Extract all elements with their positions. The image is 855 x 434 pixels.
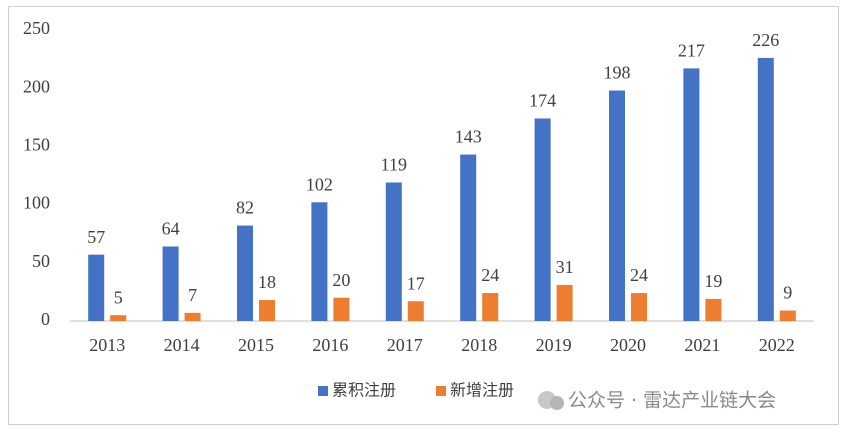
data-label: 143: [455, 127, 482, 147]
data-label: 174: [529, 91, 556, 111]
bar: [631, 293, 647, 321]
x-tick-label: 2014: [164, 335, 200, 355]
bar: [88, 254, 105, 321]
x-tick-label: 2022: [759, 335, 795, 355]
bar: [385, 182, 402, 321]
data-label: 20: [332, 270, 350, 290]
bar: [683, 68, 700, 321]
data-label: 19: [704, 271, 722, 291]
data-label: 24: [630, 265, 648, 285]
x-tick-label: 2020: [610, 335, 646, 355]
watermark-icon: [550, 396, 564, 410]
bar: [705, 298, 722, 321]
y-tick-label: 250: [23, 18, 50, 38]
chart-border: [8, 6, 839, 425]
bar: [259, 300, 275, 321]
bar: [482, 293, 499, 321]
x-tick-label: 2015: [238, 335, 274, 355]
legend-swatch: [318, 386, 328, 396]
bar: [110, 315, 127, 321]
bar: [311, 202, 328, 321]
bar: [162, 246, 179, 321]
x-tick-label: 2018: [461, 335, 497, 355]
data-label: 217: [678, 41, 705, 61]
data-label: 226: [752, 30, 779, 50]
legend-label: 累积注册: [332, 381, 396, 400]
bar: [460, 154, 477, 321]
data-label: 198: [604, 63, 631, 83]
watermark: 公众号 · 雷达产业链大会: [568, 390, 776, 412]
x-tick-label: 2016: [312, 335, 348, 355]
x-tick-label: 2021: [684, 335, 720, 355]
y-tick-label: 200: [23, 76, 50, 96]
data-label: 18: [258, 272, 276, 292]
data-label: 119: [381, 155, 407, 175]
bar: [609, 90, 625, 321]
data-label: 82: [236, 198, 254, 218]
bar: [333, 297, 350, 321]
data-label: 31: [556, 257, 574, 277]
y-tick-label: 150: [23, 135, 50, 155]
bar: [237, 225, 253, 321]
bar: [556, 284, 573, 321]
x-tick-label: 2013: [89, 335, 125, 355]
bar: [779, 310, 796, 321]
bar: [757, 57, 774, 321]
data-label: 102: [306, 174, 333, 194]
y-tick-label: 0: [41, 309, 50, 329]
data-label: 7: [188, 285, 197, 305]
bar: [184, 312, 201, 321]
y-tick-label: 50: [32, 251, 50, 271]
x-tick-label: 2019: [536, 335, 572, 355]
bar: [407, 301, 424, 321]
data-label: 5: [114, 287, 123, 307]
bar: [534, 118, 551, 322]
x-tick-label: 2017: [387, 335, 423, 355]
data-label: 24: [481, 265, 499, 285]
data-label: 57: [87, 227, 105, 247]
y-tick-label: 100: [23, 193, 50, 213]
data-label: 17: [407, 273, 425, 293]
data-label: 9: [783, 283, 792, 303]
data-label: 64: [162, 219, 180, 239]
legend-label: 新增注册: [450, 381, 514, 400]
legend-swatch: [436, 386, 446, 396]
